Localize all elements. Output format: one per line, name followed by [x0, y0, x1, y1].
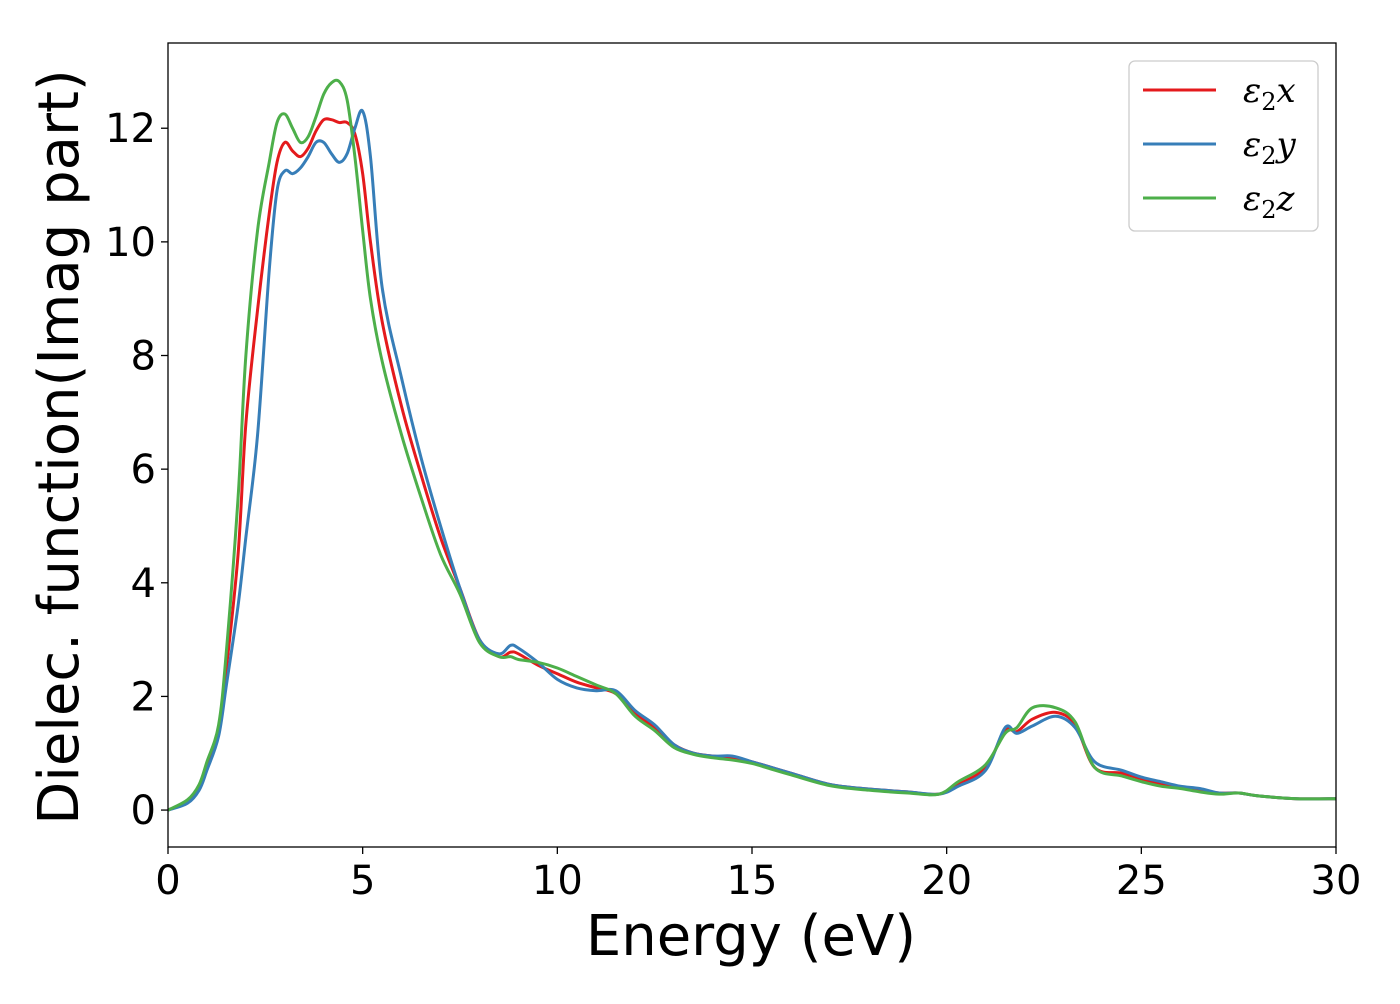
y-tick-label: 6	[131, 447, 156, 493]
legend-label-y: ε2y	[1243, 125, 1297, 170]
legend-box	[1128, 60, 1319, 232]
series-line-x	[168, 117, 1336, 812]
y-axis-label: Dielec. function(Imag part)	[27, 69, 92, 825]
x-axis-ticks: 0 5 10 15 20 25 30	[155, 847, 1361, 904]
x-tick-label: 10	[532, 858, 583, 904]
x-tick-label: 5	[350, 858, 375, 904]
legend: ε2x ε2y ε2z	[1128, 60, 1319, 232]
series-lines	[168, 78, 1336, 812]
x-tick-label: 15	[727, 858, 778, 904]
legend-label-z: ε2z	[1243, 179, 1296, 224]
y-tick-label: 0	[131, 788, 156, 834]
x-tick-label: 30	[1311, 858, 1362, 904]
y-tick-label: 4	[131, 561, 156, 607]
y-tick-label: 10	[105, 220, 156, 266]
y-tick-label: 12	[105, 106, 156, 152]
x-tick-label: 25	[1116, 858, 1167, 904]
y-tick-label: 8	[131, 334, 156, 380]
series-line-y	[168, 108, 1336, 812]
x-tick-label: 20	[921, 858, 972, 904]
x-axis-label: Energy (eV)	[586, 904, 916, 969]
y-tick-label: 2	[131, 674, 156, 720]
series-line-z	[168, 78, 1336, 812]
x-tick-label: 0	[155, 858, 180, 904]
legend-label-x: ε2x	[1243, 71, 1296, 116]
y-axis-ticks: 0 2 4 6 8 10 12	[105, 106, 168, 834]
